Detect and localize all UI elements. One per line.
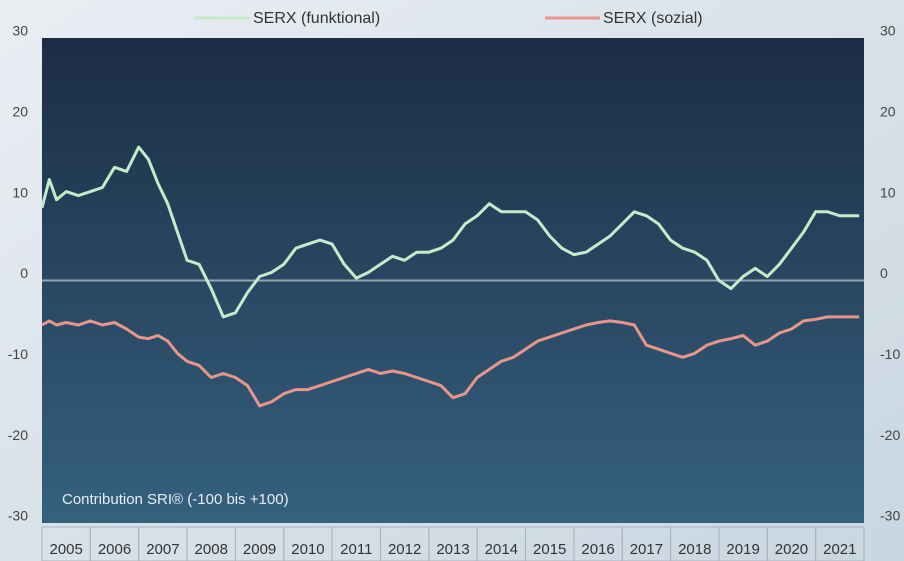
y2-tick-label: -20 xyxy=(880,427,900,443)
x-tick-label: 2020 xyxy=(775,541,808,558)
year-cell xyxy=(815,526,865,561)
annotation: Contribution SRI® (-100 bis +100) xyxy=(62,491,289,508)
legend-label: SERX (sozial) xyxy=(603,10,703,27)
legend-label: SERX (funktional) xyxy=(253,10,380,27)
y2-tick-label: -30 xyxy=(880,508,900,524)
y2-tick-label: 0 xyxy=(880,265,888,281)
y2-tick-label: 10 xyxy=(880,184,896,200)
x-tick-label: 2007 xyxy=(146,541,179,558)
y-tick-label: -20 xyxy=(8,427,28,443)
y-tick-label: -10 xyxy=(8,346,28,362)
x-tick-label: 2011 xyxy=(340,541,372,558)
x-tick-label: 2017 xyxy=(630,541,663,558)
x-tick-label: 2005 xyxy=(49,541,82,558)
x-tick-label: 2010 xyxy=(291,541,324,558)
x-tick-label: 2019 xyxy=(726,541,759,558)
x-tick-label: 2009 xyxy=(243,541,276,558)
x-tick-label: 2015 xyxy=(533,541,566,558)
x-tick-label: 2013 xyxy=(436,541,469,558)
y-tick-label: 20 xyxy=(12,104,28,120)
y2-tick-label: -10 xyxy=(880,346,900,362)
y-tick-label: 10 xyxy=(12,184,28,200)
y-tick-label: 0 xyxy=(20,265,28,281)
series-line xyxy=(40,145,860,319)
x-tick-label: 2018 xyxy=(678,541,711,558)
y2-tick-label: 20 xyxy=(880,104,896,120)
x-tick-label: 2021 xyxy=(823,541,856,558)
x-tick-label: 2016 xyxy=(581,541,614,558)
x-tick-label: 2012 xyxy=(388,541,421,558)
x-tick-label: 2006 xyxy=(98,541,131,558)
x-tick-label: 2014 xyxy=(485,541,518,558)
x-tick-label: 2008 xyxy=(195,541,228,558)
series-line xyxy=(41,315,860,408)
y2-tick-label: 30 xyxy=(880,23,896,39)
y-tick-label: 30 xyxy=(12,23,28,39)
y-tick-label: -30 xyxy=(8,508,28,524)
